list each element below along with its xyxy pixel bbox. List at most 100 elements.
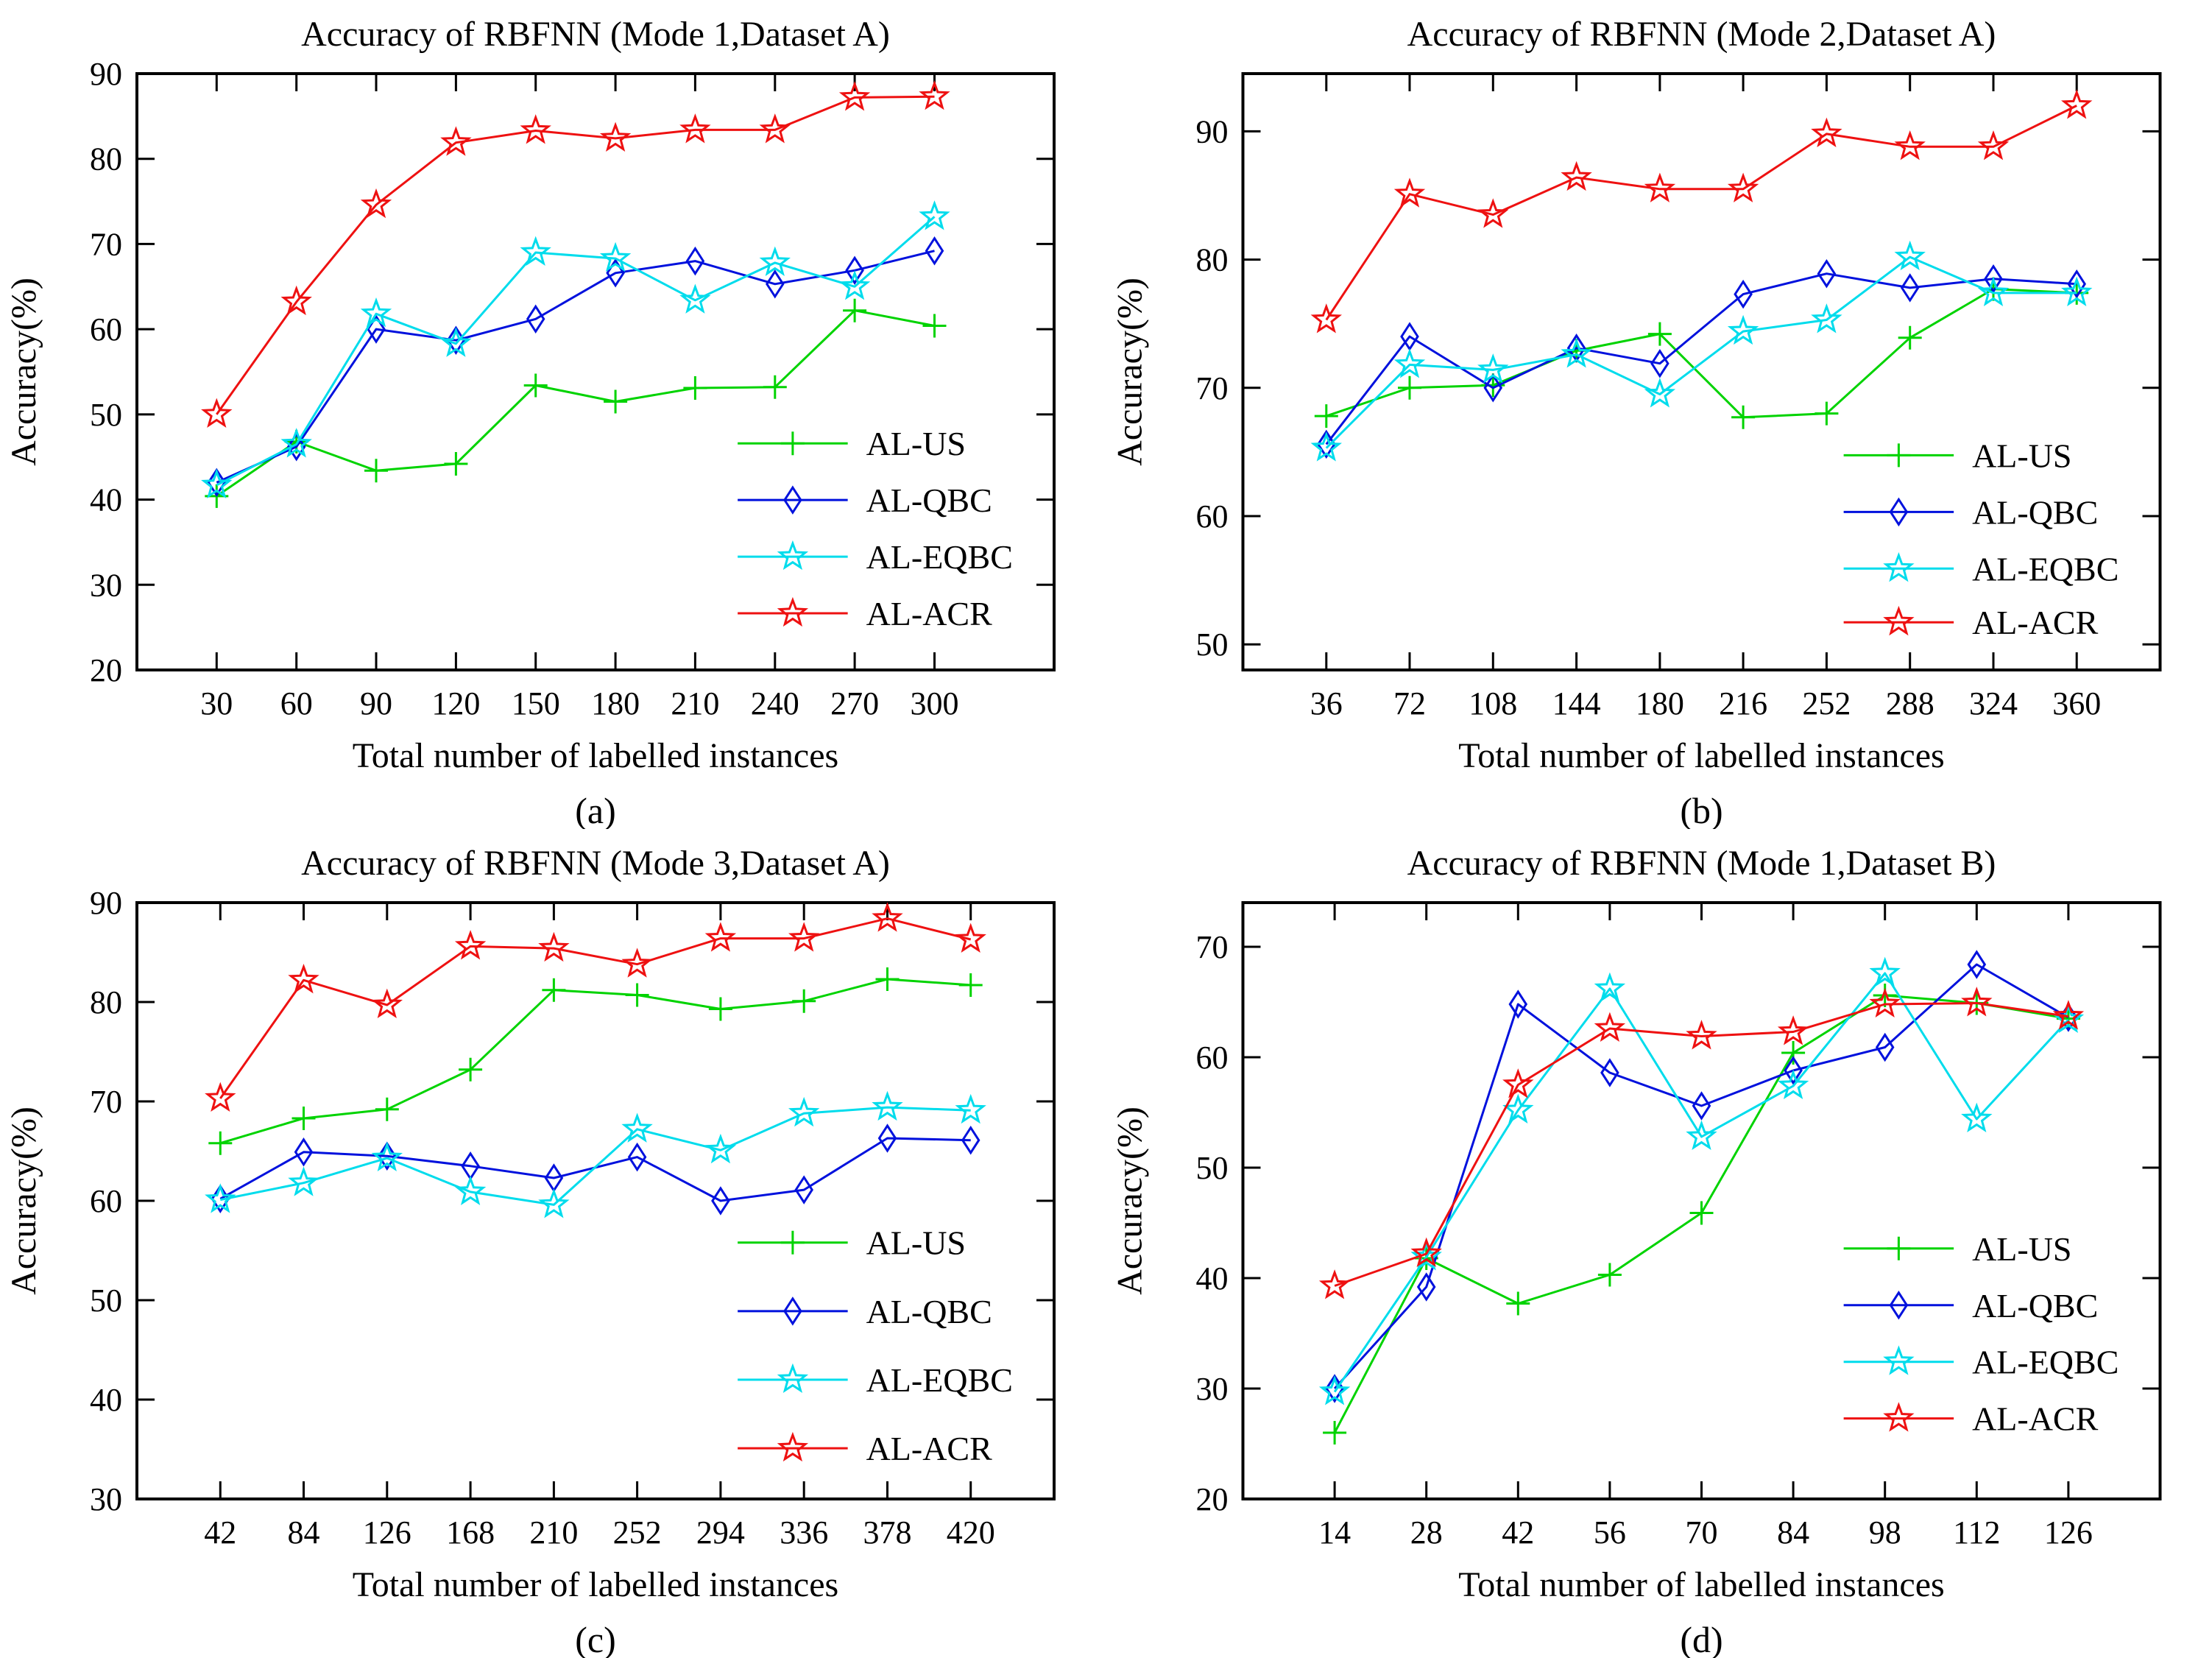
marker-diamond-al-qbc bbox=[2059, 1003, 2078, 1032]
x-tick-label: 288 bbox=[1886, 685, 1934, 722]
marker-star-al-acr bbox=[788, 922, 820, 952]
marker-plus-al-us bbox=[1398, 375, 1421, 400]
marker-star-al-eqbc bbox=[371, 1141, 403, 1172]
y-tick-label: 60 bbox=[1196, 498, 1229, 535]
series-line-al-us bbox=[216, 309, 935, 498]
marker-star-al-acr bbox=[1686, 1020, 1717, 1050]
marker-diamond-al-qbc bbox=[1875, 1032, 1895, 1062]
marker-star-al-eqbc bbox=[1961, 1102, 1993, 1133]
y-tick-label: 60 bbox=[90, 1183, 122, 1219]
marker-diamond-al-qbc bbox=[1317, 429, 1336, 459]
marker-star-al-eqbc bbox=[759, 246, 791, 276]
plot-box bbox=[135, 901, 1056, 1500]
series-line-al-qbc bbox=[1333, 963, 2069, 1390]
marker-star-al-eqbc bbox=[788, 1096, 820, 1127]
x-tick-label: 300 bbox=[911, 685, 959, 722]
y-axis-label: Accuracy(%) bbox=[1111, 278, 1150, 466]
marker-diamond-al-qbc bbox=[627, 1142, 647, 1172]
x-tick-label: 324 bbox=[1969, 685, 2018, 722]
plot-box bbox=[1241, 72, 2162, 671]
x-tick-label: 216 bbox=[1719, 685, 1767, 722]
marker-star-al-eqbc bbox=[1644, 378, 1676, 408]
marker-star-al-eqbc bbox=[440, 327, 472, 357]
marker-star-al-eqbc bbox=[1977, 276, 2010, 306]
marker-diamond-al-qbc bbox=[1508, 989, 1528, 1019]
marker-star-al-acr bbox=[1310, 303, 1342, 334]
legend-label-al-acr: AL-ACR bbox=[1972, 1400, 2099, 1438]
marker-star-al-acr bbox=[288, 963, 319, 994]
marker-plus-al-us bbox=[1506, 1291, 1530, 1316]
series-line-al-eqbc bbox=[220, 1106, 971, 1206]
marker-star-al-eqbc bbox=[621, 1112, 653, 1143]
marker-plus-al-us bbox=[625, 983, 649, 1007]
marker-plus-al-us bbox=[1314, 404, 1338, 428]
x-tick-label: 180 bbox=[591, 685, 640, 722]
y-tick-label: 80 bbox=[90, 141, 122, 177]
panel-title: Accuracy of RBFNN (Mode 1,Dataset B) bbox=[1407, 844, 1996, 883]
marker-star-al-acr bbox=[440, 126, 472, 156]
plot-box bbox=[135, 72, 1056, 671]
x-tick-label: 180 bbox=[1636, 685, 1684, 722]
marker-plus-al-us bbox=[875, 967, 900, 991]
marker-star-al-eqbc bbox=[2061, 276, 2093, 306]
marker-star-al-acr bbox=[679, 113, 711, 144]
chart-a: Accuracy of RBFNN (Mode 1,Dataset A) 30 60… bbox=[4, 15, 1056, 829]
marker-star-al-acr bbox=[955, 923, 986, 953]
y-axis-label: Accuracy(%) bbox=[1111, 1107, 1150, 1295]
marker-star-legend-al-acr bbox=[1883, 605, 1915, 636]
marker-diamond-al-qbc bbox=[766, 269, 785, 299]
marker-star-al-eqbc bbox=[360, 297, 392, 328]
x-tick-label: 14 bbox=[1318, 1514, 1351, 1551]
panel-caption: (c) bbox=[575, 1619, 616, 1658]
marker-star-al-eqbc bbox=[1869, 956, 1901, 987]
x-tick-label: 360 bbox=[2052, 685, 2101, 722]
marker-star-legend-al-acr bbox=[777, 1431, 809, 1462]
marker-star-al-eqbc bbox=[1502, 1093, 1534, 1124]
x-tick-label: 36 bbox=[1310, 685, 1343, 722]
marker-diamond-al-qbc bbox=[526, 304, 545, 334]
marker-star-al-acr bbox=[1561, 160, 1592, 191]
x-tick-label: 126 bbox=[2044, 1514, 2093, 1551]
legend-label-al-qbc: AL-QBC bbox=[1972, 493, 2098, 531]
marker-star-al-eqbc bbox=[872, 1090, 903, 1121]
x-tick-label: 108 bbox=[1469, 685, 1517, 722]
marker-plus-al-us bbox=[683, 376, 707, 400]
marker-plus-al-us bbox=[922, 314, 947, 338]
marker-star-al-eqbc bbox=[919, 200, 950, 230]
series-line-al-acr bbox=[216, 95, 935, 415]
marker-star-al-acr bbox=[1502, 1068, 1534, 1098]
y-tick-label: 90 bbox=[90, 56, 122, 92]
x-tick-label: 84 bbox=[1777, 1514, 1809, 1551]
legend-label-al-eqbc: AL-EQBC bbox=[1972, 1344, 2119, 1381]
marker-star-al-acr bbox=[520, 114, 551, 144]
x-tick-label: 210 bbox=[671, 685, 719, 722]
legend-label-al-qbc: AL-QBC bbox=[1972, 1287, 2098, 1324]
marker-diamond-al-qbc bbox=[1734, 279, 1753, 309]
marker-star-al-eqbc bbox=[1310, 431, 1342, 462]
series-line-al-qbc bbox=[216, 250, 935, 484]
chart-c: Accuracy of RBFNN (Mode 3,Dataset A) 42 84… bbox=[4, 844, 1056, 1658]
marker-plus-al-us bbox=[792, 989, 816, 1013]
marker-diamond-al-qbc bbox=[2067, 269, 2086, 299]
marker-plus-al-us bbox=[375, 1097, 399, 1121]
marker-diamond-al-qbc bbox=[294, 1137, 314, 1167]
x-axis-label: Total number of labelled instances bbox=[353, 736, 838, 775]
x-tick-label: 72 bbox=[1393, 685, 1426, 722]
marker-star-al-acr bbox=[1777, 1015, 1809, 1045]
marker-star-al-eqbc bbox=[599, 241, 632, 272]
marker-star-al-acr bbox=[1594, 1012, 1626, 1043]
x-tick-label: 70 bbox=[1686, 1514, 1718, 1551]
legend-label-al-eqbc: AL-EQBC bbox=[866, 538, 1013, 576]
x-tick-label: 168 bbox=[446, 1514, 495, 1551]
series-line-al-eqbc bbox=[216, 216, 936, 487]
marker-plus-al-us bbox=[542, 978, 566, 1002]
chart-d: Accuracy of RBFNN (Mode 1,Dataset B) 14 28… bbox=[1111, 844, 2162, 1658]
marker-star-al-eqbc bbox=[1393, 348, 1426, 378]
marker-diamond-al-qbc bbox=[711, 1186, 730, 1216]
marker-diamond-al-qbc bbox=[207, 468, 227, 498]
marker-diamond-al-qbc bbox=[877, 1123, 897, 1153]
y-tick-label: 30 bbox=[90, 567, 122, 603]
y-tick-label: 50 bbox=[90, 1283, 122, 1319]
marker-star-al-eqbc bbox=[704, 1133, 737, 1164]
marker-star-al-acr bbox=[621, 948, 653, 978]
